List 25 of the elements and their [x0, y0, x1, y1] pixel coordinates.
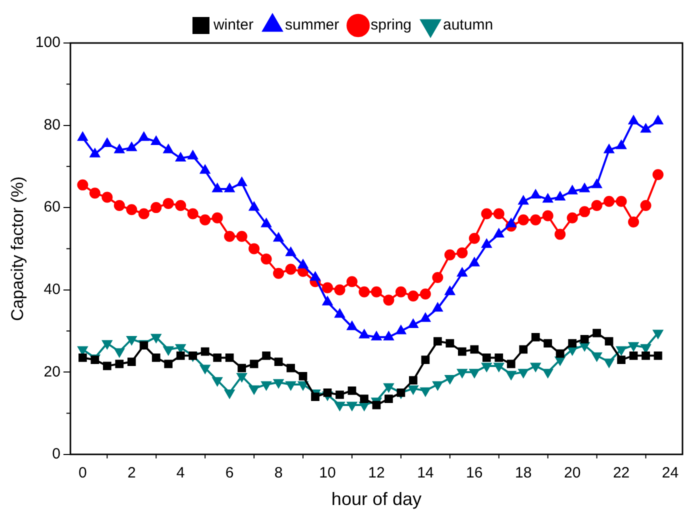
y-tick-label: 80: [44, 116, 60, 134]
y-axis-title: Capacity factor (%): [8, 176, 27, 321]
legend-label: winter: [212, 16, 254, 34]
x-axis-title: hour of day: [331, 489, 422, 510]
x-tick-label: 8: [274, 464, 283, 482]
x-tick-label: 12: [368, 464, 385, 482]
y-tick-label: 100: [35, 34, 60, 52]
x-tick-label: 2: [127, 464, 136, 482]
x-tick-label: 16: [466, 464, 483, 482]
y-tick-label: 60: [44, 198, 60, 216]
y-tick-label: 40: [44, 280, 60, 298]
x-tick-label: 14: [417, 464, 434, 482]
x-tick-label: 20: [564, 464, 581, 482]
y-tick-label: 0: [52, 446, 60, 463]
legend-label: spring: [370, 16, 412, 34]
x-tick-label: 10: [319, 464, 336, 482]
x-tick-label: 22: [612, 464, 630, 482]
x-tick-label: 6: [225, 464, 234, 482]
y-tick-label: 20: [44, 363, 60, 380]
x-tick-label: 0: [78, 464, 87, 482]
x-tick-label: 18: [515, 464, 532, 482]
legend-label: autumn: [443, 16, 494, 34]
x-tick-label: 4: [176, 464, 185, 482]
legend-label: summer: [284, 16, 340, 34]
x-tick-label: 24: [662, 464, 679, 482]
